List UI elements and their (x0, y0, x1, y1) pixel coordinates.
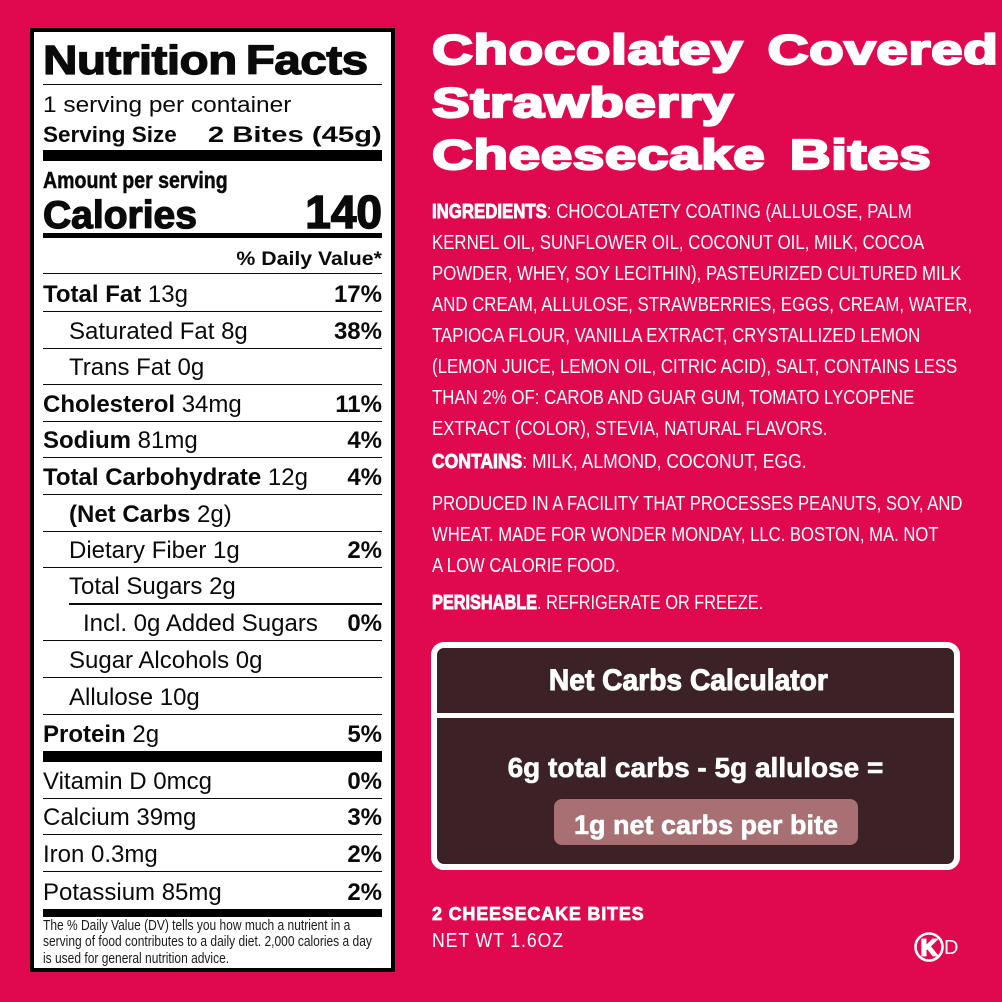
svg-text:D: D (944, 937, 958, 959)
svg-text:K: K (921, 935, 938, 961)
